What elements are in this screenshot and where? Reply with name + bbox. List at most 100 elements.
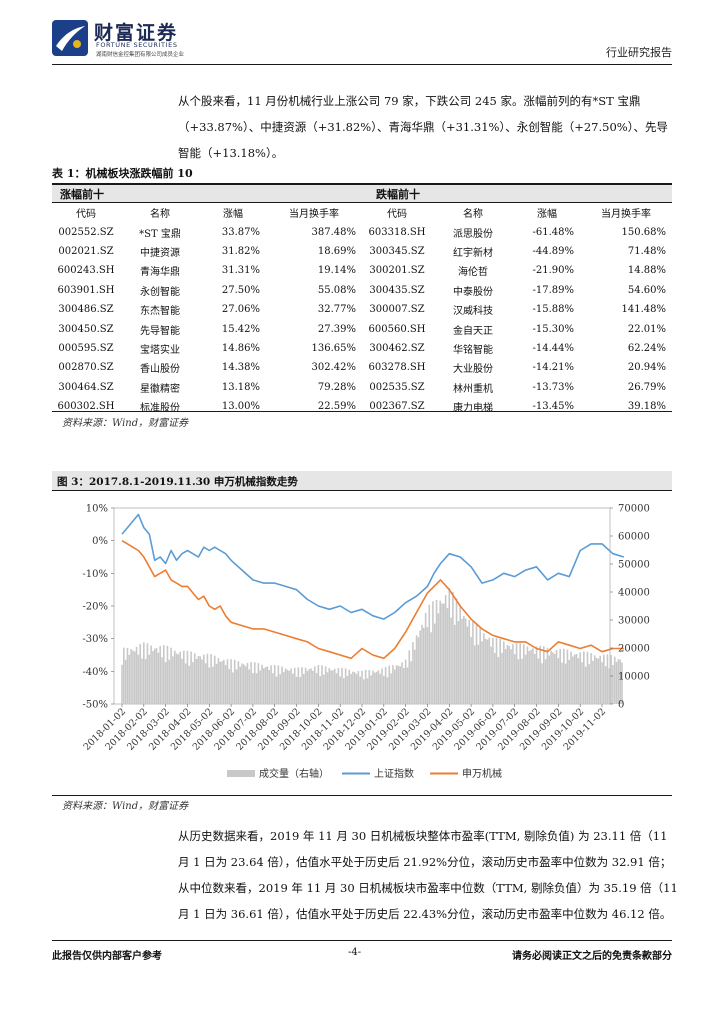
- volume-bar: [197, 655, 200, 704]
- table-header-row: 代码 名称 涨幅 当月换手率 代码 名称 涨幅 当月换手率: [52, 203, 672, 222]
- volume-bar: [519, 643, 521, 704]
- volume-bar: [384, 666, 387, 704]
- table-cell: 39.18%: [627, 401, 666, 413]
- volume-bar: [357, 671, 360, 704]
- y-left-tick-label: -50%: [82, 700, 108, 711]
- volume-bar: [377, 670, 380, 704]
- table-cell: 13.18%: [221, 381, 260, 393]
- volume-bar: [448, 588, 451, 704]
- volume-bar: [337, 667, 340, 704]
- volume-bar: [586, 651, 589, 704]
- y-right-tick-label: 30000: [618, 616, 650, 627]
- volume-bar: [199, 656, 201, 704]
- table-row: 603901.SH 永创智能 27.50% 55.08% 300435.SZ 中泰股份 -1…: [52, 281, 672, 300]
- volume-bar: [541, 663, 543, 704]
- volume-bar: [424, 612, 427, 704]
- volume-bar: [573, 654, 576, 704]
- volume-bar: [395, 665, 398, 704]
- volume-bar: [370, 675, 372, 704]
- volume-bar: [286, 669, 289, 704]
- volume-bar: [201, 659, 203, 704]
- volume-bar: [375, 671, 378, 704]
- volume-bar: [503, 641, 505, 704]
- volume-bar: [417, 637, 420, 704]
- volume-bar: [275, 676, 278, 704]
- volume-bar: [526, 646, 529, 704]
- volume-bar: [157, 652, 160, 704]
- volume-bar: [246, 662, 249, 704]
- table-cell: 东杰智能: [140, 306, 180, 318]
- volume-bar: [441, 603, 443, 704]
- volume-bar: [619, 659, 621, 704]
- volume-bar: [266, 666, 269, 704]
- fortune-securities-logo-icon: [52, 20, 88, 56]
- table-cell: 14.86%: [221, 342, 260, 354]
- volume-bar: [244, 666, 247, 704]
- y-left-tick-label: -40%: [82, 667, 108, 678]
- table-cell: -21.90%: [532, 265, 574, 277]
- volume-bar: [490, 646, 492, 704]
- volume-bar: [559, 648, 561, 704]
- volume-bar: [335, 673, 338, 704]
- volume-bar: [252, 673, 254, 704]
- y-right-tick-label: 40000: [618, 588, 650, 599]
- volume-bar: [352, 671, 354, 704]
- table-cell: -13.73%: [532, 381, 574, 393]
- volume-bar: [219, 661, 221, 704]
- volume-bar: [137, 654, 140, 704]
- intro-paragraph: 从个股来看，11 月份机械行业上涨公司 79 家，下跌公司 245 家。涨幅前列…: [178, 94, 668, 160]
- table-cell: 宝塔实业: [140, 344, 180, 356]
- table-cell: 002535.SZ: [369, 381, 425, 393]
- volume-bar: [552, 652, 554, 704]
- volume-bar: [475, 624, 478, 704]
- volume-bar: [433, 623, 436, 704]
- volume-bar: [575, 653, 578, 704]
- table-cell: 387.48%: [311, 226, 357, 238]
- volume-bar: [339, 676, 341, 704]
- volume-bar: [288, 670, 291, 704]
- volume-bar: [577, 658, 580, 704]
- table-cell: 603278.SH: [368, 362, 426, 374]
- legend-swatch: [227, 770, 255, 777]
- table-cell: 300435.SZ: [369, 284, 425, 296]
- volume-bar: [243, 664, 245, 704]
- volume-bar: [166, 645, 169, 704]
- sw-machinery-line: [121, 540, 624, 660]
- volume-bar: [535, 646, 538, 704]
- volume-bar: [561, 662, 563, 704]
- volume-bar: [488, 637, 491, 704]
- table-cell: -61.48%: [532, 226, 574, 238]
- volume-bar: [121, 664, 123, 704]
- volume-bar: [463, 616, 465, 704]
- volume-bar: [257, 663, 260, 704]
- volume-bar: [597, 658, 600, 704]
- volume-bar: [363, 679, 365, 704]
- table-cell: 林州重机: [453, 383, 493, 395]
- volume-bar: [295, 676, 298, 704]
- volume-bar: [608, 668, 611, 704]
- volume-bar: [263, 668, 265, 704]
- table-cell: 002021.SZ: [58, 245, 114, 257]
- column-header: 当月换手率: [289, 209, 339, 221]
- table-cell: -14.21%: [532, 362, 574, 374]
- volume-bar: [437, 613, 440, 704]
- volume-bar: [301, 667, 303, 704]
- volume-bar: [139, 644, 141, 704]
- column-header: 涨幅: [537, 209, 557, 221]
- group-label-up: 涨幅前十: [60, 188, 104, 201]
- y-right-tick-label: 20000: [618, 644, 650, 655]
- column-header: 名称: [463, 209, 483, 221]
- volume-bar: [133, 651, 136, 704]
- table-cell: 603901.SH: [57, 284, 115, 296]
- volume-bar: [324, 666, 327, 704]
- volume-bar: [464, 618, 467, 704]
- volume-bar: [141, 658, 143, 704]
- volume-bar: [393, 669, 396, 704]
- volume-bar: [164, 662, 167, 704]
- column-header: 涨幅: [223, 209, 243, 221]
- table-cell: -15.30%: [532, 323, 574, 335]
- volume-bar: [163, 645, 165, 704]
- volume-bar: [210, 654, 212, 704]
- volume-bar: [208, 667, 211, 704]
- volume-bar: [170, 647, 172, 704]
